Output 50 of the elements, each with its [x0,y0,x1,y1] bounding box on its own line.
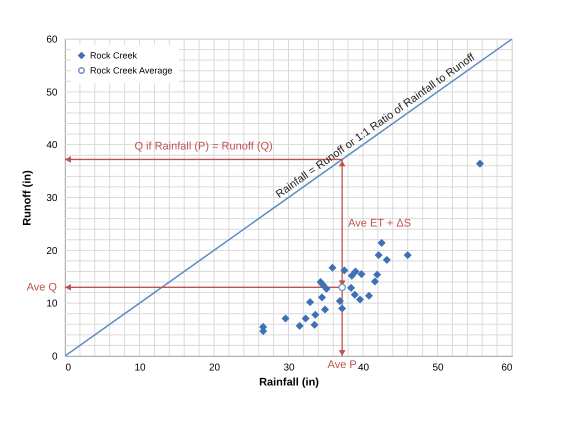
x-tick-label: 60 [501,362,513,374]
y-tick-label: 0 [52,352,58,362]
legend-label: Rock Creek [90,50,138,60]
point [322,285,330,293]
point [348,272,356,280]
y-tick-label: 60 [46,34,58,46]
point [404,251,412,259]
x-tick-label: 40 [358,362,370,374]
point [371,278,379,286]
point [356,296,364,304]
point [310,321,318,329]
point [336,297,344,305]
point [306,298,314,306]
point [296,322,304,330]
point [312,311,320,319]
point [383,256,391,264]
legend-label: Rock Creek Average [90,66,172,76]
y-tick-label: 40 [46,140,58,152]
point [338,304,346,312]
point [378,239,386,247]
annotation: Ave ET + ΔS [348,217,412,230]
point [328,264,336,272]
text: Ave Q [26,281,58,294]
y-tick-label: 50 [46,87,58,98]
point [358,270,366,278]
point [347,284,355,292]
point [365,292,373,300]
point [321,306,329,314]
y-tick-label: 20 [46,246,58,257]
point [351,290,359,298]
point [352,268,360,276]
y-axis-title: Runoff (in) [21,170,34,226]
point [282,314,290,322]
point [302,314,310,322]
x-tick-label: 20 [208,362,220,374]
x-tick-label: 10 [134,362,146,374]
x-tick-label: 30 [283,362,295,374]
annotation: Q if Rainfall (P) = Runoff (Q) [134,140,273,152]
x-tick-label: 0 [66,362,72,374]
point [340,266,348,274]
point [338,284,346,292]
x-axis-title: Rainfall (in) [259,376,320,388]
x-tick-label: 50 [432,362,444,374]
point [374,251,382,259]
y-tick-label: 10 [46,298,58,310]
point [318,294,326,302]
point [476,160,484,168]
text: Ave P [328,359,357,371]
y-tick-label: 30 [46,193,58,204]
point [373,270,381,278]
